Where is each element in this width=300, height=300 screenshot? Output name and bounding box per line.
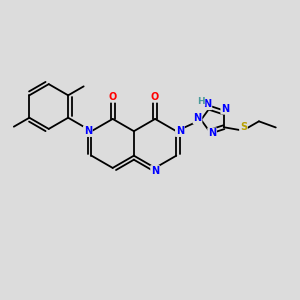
Text: N: N [84,126,92,136]
Text: O: O [151,92,159,102]
Text: H: H [197,97,205,106]
Text: O: O [109,92,117,102]
Text: N: N [176,126,184,136]
Text: N: N [194,113,202,123]
Text: S: S [240,122,247,132]
Text: N: N [208,128,216,138]
Text: N: N [221,104,229,114]
Text: N: N [203,99,211,109]
Text: N: N [151,166,159,176]
